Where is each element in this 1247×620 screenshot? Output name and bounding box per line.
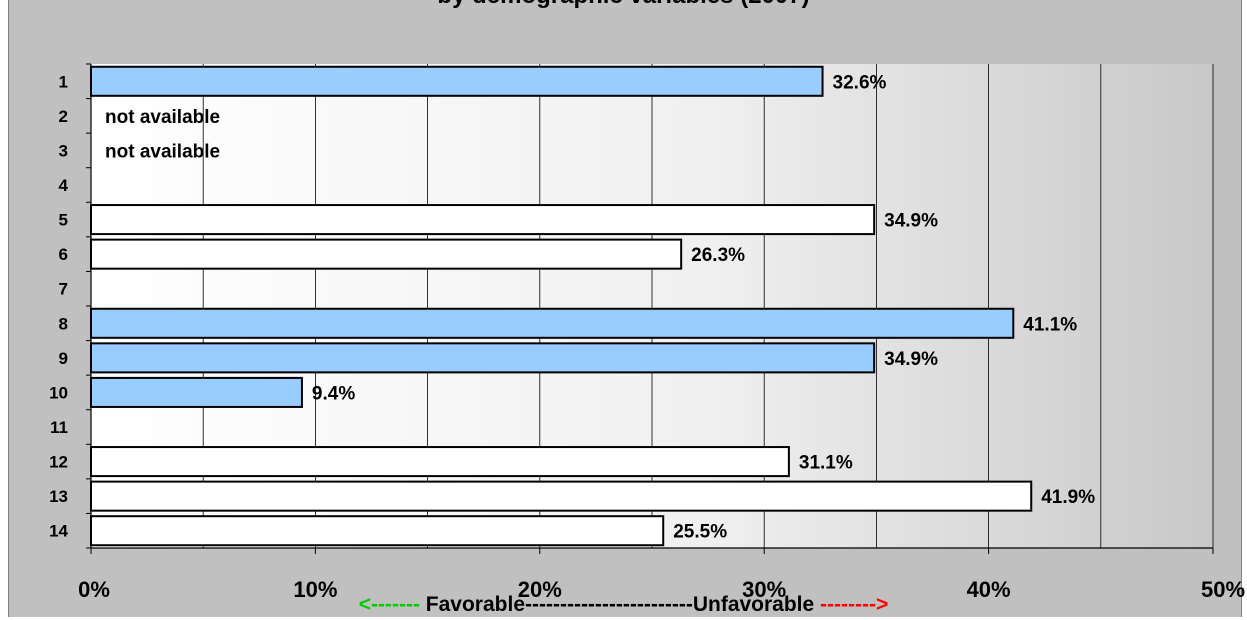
- bar: [90, 342, 876, 374]
- data-label: 41.9%: [1041, 487, 1095, 508]
- x-tick-label: 10%: [293, 577, 337, 602]
- bar: [90, 480, 1033, 512]
- bar: [90, 204, 876, 236]
- category-label: 12: [49, 453, 68, 472]
- data-label: 32.6%: [833, 72, 887, 93]
- data-label: 26.3%: [691, 245, 745, 266]
- category-label: 7: [59, 280, 68, 299]
- x-axis-caption: <------- Favorable----------------------…: [0, 590, 1247, 620]
- category-label: 2: [59, 107, 68, 126]
- category-label: 4: [59, 176, 69, 195]
- unfavorable-arrow: -------->: [820, 593, 889, 616]
- data-label: 41.1%: [1023, 314, 1077, 335]
- category-label: 6: [59, 245, 68, 264]
- category-label: 14: [49, 522, 68, 541]
- data-label: 31.1%: [799, 453, 853, 474]
- bar: [90, 65, 824, 97]
- category-label: 1: [59, 72, 68, 91]
- category-label: 3: [59, 141, 68, 160]
- category-label: 8: [59, 314, 68, 333]
- category-label: 9: [59, 349, 68, 368]
- x-tick-label: 0%: [78, 577, 110, 602]
- not-available-label: not available: [105, 141, 220, 162]
- category-label: 11: [50, 418, 68, 437]
- x-tick-label: 50%: [1201, 577, 1245, 602]
- data-label: 9.4%: [312, 383, 355, 404]
- category-label: 10: [49, 383, 68, 402]
- bar: [90, 238, 683, 270]
- data-label: 34.9%: [884, 349, 938, 370]
- bar: [90, 376, 303, 408]
- data-label: 34.9%: [884, 211, 938, 232]
- bar: [90, 446, 790, 478]
- data-label: 25.5%: [673, 522, 727, 543]
- x-tick-label: 40%: [967, 577, 1011, 602]
- bar: [90, 307, 1015, 339]
- not-available-label: not available: [105, 107, 220, 128]
- bar: [90, 515, 665, 547]
- chart-title: by demographic variables (2007): [0, 0, 1247, 10]
- favorable-unfavorable-label: Favorable------------------------Unfavor…: [419, 593, 821, 616]
- favorable-arrow: <-------: [358, 593, 420, 616]
- x-tick-label: 20%: [518, 577, 562, 602]
- x-tick-label: 30%: [742, 577, 786, 602]
- category-label: 13: [49, 487, 68, 506]
- category-label: 5: [59, 211, 68, 230]
